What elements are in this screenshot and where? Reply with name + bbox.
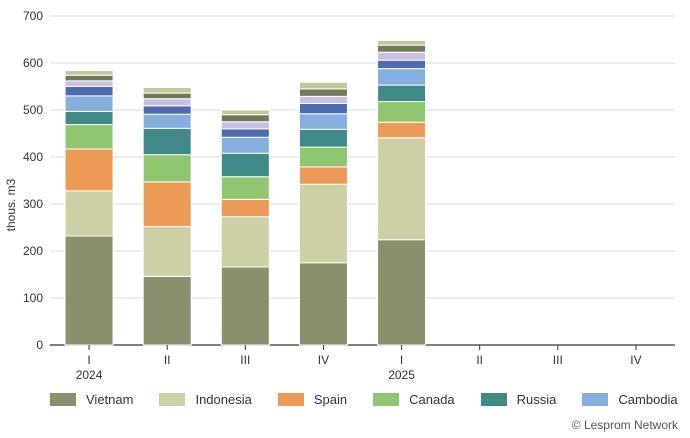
x-tick-label: II: [164, 353, 171, 367]
bar-segment-spain: [220, 198, 270, 218]
bar-segment-other-6: [142, 105, 192, 115]
bar-segment-other-9: [142, 86, 192, 94]
bar-segment-other-9: [377, 39, 427, 46]
bar-segment-indonesia: [298, 183, 348, 264]
bar-segment-other-8: [142, 92, 192, 100]
y-tick-label: 400: [23, 150, 43, 164]
bar-segment-other-6: [298, 102, 348, 115]
bar-segment-canada: [220, 176, 270, 200]
bar-segment-other-7: [64, 80, 114, 88]
y-tick-label: 500: [23, 103, 43, 117]
legend: Vietnam Indonesia Spain Canada Russia Cambodi…: [50, 392, 690, 407]
bar-segment-other-6: [220, 128, 270, 138]
bar-segment-vietnam: [298, 262, 348, 346]
bar-segment-russia: [220, 152, 270, 178]
bar-segment-other-7: [298, 95, 348, 104]
bar-segment-cambodia: [220, 136, 270, 154]
y-tick-label: 300: [23, 197, 43, 211]
bar-segment-other-6: [377, 59, 427, 70]
bar-segment-spain: [64, 148, 114, 192]
legend-swatch: [480, 393, 507, 406]
legend-swatch: [277, 393, 304, 406]
bar-segment-canada: [377, 101, 427, 123]
bar-segment-vietnam: [220, 266, 270, 346]
legend-item-cambodia: Cambodia: [582, 392, 678, 407]
bar-segment-indonesia: [220, 216, 270, 268]
bar-segment-other-7: [377, 51, 427, 61]
bar-segment-other-8: [377, 44, 427, 53]
y-axis: 0 100 200 300 400 500 600 700: [23, 9, 43, 352]
legend-item-spain: Spain: [277, 392, 348, 407]
bar-segment-russia: [142, 127, 192, 156]
legend-label: Canada: [409, 392, 455, 407]
x-tick-label: II: [476, 353, 483, 367]
bar-segment-other-9: [64, 70, 114, 76]
y-tick-label: 700: [23, 9, 43, 23]
bar-segment-other-6: [64, 86, 114, 97]
bar-segment-cambodia: [142, 113, 192, 129]
bar-segment-russia: [377, 84, 427, 103]
bar-segment-russia: [64, 110, 114, 126]
bar-segment-indonesia: [142, 226, 192, 277]
bar-segment-russia: [298, 128, 348, 148]
bar-segment-indonesia: [377, 137, 427, 241]
x-year-label: 2024: [76, 368, 103, 382]
legend-label: Indonesia: [195, 392, 252, 407]
y-tick-label: 200: [23, 244, 43, 258]
bar-segment-other-8: [298, 88, 348, 97]
legend-item-canada: Canada: [373, 392, 455, 407]
bar-segment-other-9: [220, 109, 270, 116]
x-year-label: 2025: [388, 368, 415, 382]
x-tick-label: IV: [318, 353, 329, 367]
bar-segment-vietnam: [377, 239, 427, 346]
legend-label: Cambodia: [618, 392, 678, 407]
legend-item-indonesia: Indonesia: [159, 392, 252, 407]
bar-segment-other-8: [64, 74, 114, 82]
bar-segment-cambodia: [377, 68, 427, 86]
legend-swatch: [582, 393, 609, 406]
bar-segment-other-9: [298, 81, 348, 90]
x-tick-label: I: [400, 353, 403, 367]
y-tick-label: 600: [23, 56, 43, 70]
bar-segment-indonesia: [64, 190, 114, 237]
legend-label: Vietnam: [86, 392, 134, 407]
x-tick-label: III: [240, 353, 250, 367]
x-tick-label: I: [87, 353, 90, 367]
legend-item-russia: Russia: [480, 392, 557, 407]
legend-swatch: [159, 393, 186, 406]
legend-swatch: [373, 393, 400, 406]
bars: [64, 39, 427, 346]
bar-segment-spain: [377, 121, 427, 139]
legend-label: Russia: [516, 392, 557, 407]
bar-segment-canada: [64, 124, 114, 150]
bar-segment-other-8: [220, 114, 270, 123]
bar-segment-canada: [142, 154, 192, 183]
bar-segment-vietnam: [142, 275, 192, 346]
x-tick-label: III: [553, 353, 563, 367]
x-tick-label: IV: [630, 353, 641, 367]
copyright-text: © Lesprom Network: [571, 418, 678, 432]
bar-segment-spain: [142, 181, 192, 228]
bar-segment-cambodia: [64, 95, 114, 112]
y-axis-label: thous. m3: [4, 178, 18, 231]
bar-segment-spain: [298, 166, 348, 185]
bar-segment-cambodia: [298, 113, 348, 130]
bar-segment-other-7: [142, 98, 192, 107]
y-tick-label: 100: [23, 291, 43, 305]
bar-segment-vietnam: [64, 235, 114, 346]
bar-segment-other-7: [220, 121, 270, 130]
y-tick-label: 0: [36, 338, 43, 352]
legend-swatch: [50, 393, 76, 406]
bar-segment-canada: [298, 146, 348, 168]
legend-item-vietnam: Vietnam: [50, 392, 133, 407]
legend-label: Spain: [313, 392, 348, 407]
